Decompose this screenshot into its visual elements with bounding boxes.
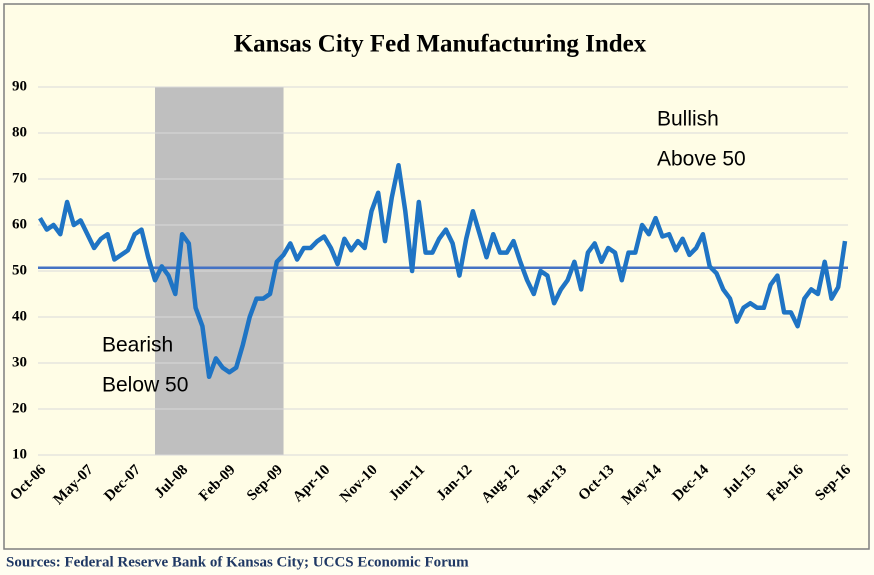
y-tick-label: 30 [12,354,27,370]
y-tick-label: 60 [12,216,27,232]
y-tick-label: 50 [12,262,27,278]
y-tick-label: 80 [12,124,27,140]
y-tick-label: 40 [12,308,27,324]
chart-title: Kansas City Fed Manufacturing Index [234,31,647,58]
y-tick-label: 10 [12,446,27,462]
y-tick-label: 70 [12,170,27,186]
annotation: Bearish [102,334,173,357]
y-tick-label: 90 [12,78,27,94]
chart-frame [3,3,870,550]
annotation: Above 50 [657,148,746,171]
y-tick-label: 20 [12,400,27,416]
annotation: Bullish [657,108,719,131]
annotation: Below 50 [102,374,188,397]
source: Sources: Federal Reserve Bank of Kansas … [6,554,469,570]
data-line [38,162,848,380]
